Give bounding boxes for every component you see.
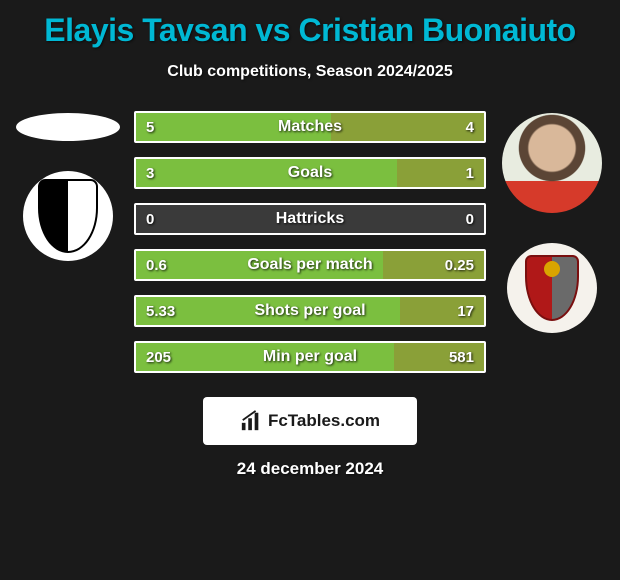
stat-value-right: 0 (466, 205, 474, 233)
right-player-column (492, 111, 612, 333)
stat-fill-right (331, 113, 484, 141)
stat-fill-right (383, 251, 484, 279)
brand-label: FcTables.com (268, 411, 380, 431)
player-right-club-logo (507, 243, 597, 333)
stat-value-left: 0 (146, 205, 154, 233)
subtitle: Club competitions, Season 2024/2025 (0, 63, 620, 81)
stat-bar: 31Goals (134, 157, 486, 189)
brand-badge: FcTables.com (203, 397, 417, 445)
stat-bar: 0.60.25Goals per match (134, 249, 486, 281)
player-right-avatar (502, 113, 602, 213)
stat-fill-left (136, 159, 397, 187)
stat-fill-right (397, 159, 484, 187)
stat-bar: 205581Min per goal (134, 341, 486, 373)
player-left-club-logo (23, 171, 113, 261)
stat-fill-right (394, 343, 484, 371)
left-player-column (8, 111, 128, 261)
comparison-row: 54Matches 31Goals 0 0Hattricks 0.60.25Goals … (0, 111, 620, 373)
stat-fill-left (136, 113, 331, 141)
page-title: Elayis Tavsan vs Cristian Buonaiuto (0, 0, 620, 49)
stat-fill-left (136, 251, 383, 279)
stat-fill-left (136, 297, 400, 325)
stat-bar: 0 0Hattricks (134, 203, 486, 235)
stat-label: Hattricks (136, 205, 484, 233)
stat-bar: 5.3317Shots per goal (134, 295, 486, 327)
footer-date: 24 december 2024 (0, 459, 620, 479)
chart-icon (240, 410, 262, 432)
stat-bar: 54Matches (134, 111, 486, 143)
player-left-avatar (16, 113, 120, 141)
stat-bars-container: 54Matches 31Goals 0 0Hattricks 0.60.25Goals … (128, 111, 492, 373)
stat-fill-right (400, 297, 484, 325)
stat-fill-left (136, 343, 394, 371)
